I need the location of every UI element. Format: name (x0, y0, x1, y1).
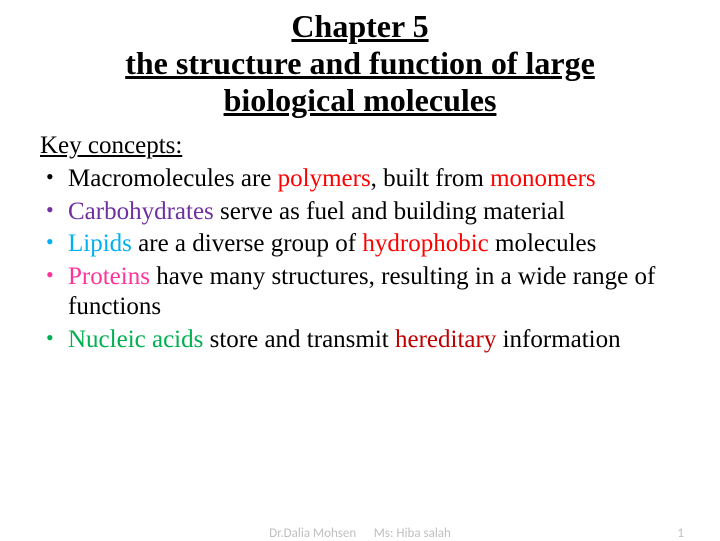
title-line-2: the structure and function of large (28, 45, 692, 82)
text-span: store and transmit (210, 326, 395, 353)
footer-author: Dr.Dalia Mohsen Ms: Hiba salah (269, 526, 451, 541)
footer-page-number: 1 (677, 526, 684, 541)
text-span: hereditary (395, 326, 503, 353)
text-span: hydrophobic (362, 230, 495, 257)
list-item: Nucleic acids store and transmit heredit… (46, 325, 692, 356)
title-line-3: biological molecules (28, 82, 692, 119)
text-span: Proteins (68, 263, 156, 290)
title-line-1: Chapter 5 (28, 8, 692, 45)
text-span: are a diverse group of (138, 230, 362, 257)
list-item: Macromolecules are polymers, built from … (46, 164, 692, 195)
text-span: monomers (490, 165, 596, 192)
list-item: Proteins have many structures, resulting… (46, 262, 692, 323)
key-concepts-heading: Key concepts: (40, 132, 692, 160)
text-span: serve as fuel and building material (220, 198, 565, 225)
text-span: polymers (278, 165, 371, 192)
text-span: Macromolecules are (68, 165, 278, 192)
text-span: Carbohydrates (68, 198, 220, 225)
text-span: molecules (495, 230, 596, 257)
list-item: Lipids are a diverse group of hydrophobi… (46, 229, 692, 260)
text-span: Nucleic acids (68, 326, 210, 353)
concepts-list: Macromolecules are polymers, built from … (28, 164, 692, 355)
list-item: Carbohydrates serve as fuel and building… (46, 197, 692, 228)
text-span: Lipids (68, 230, 138, 257)
text-span: , built from (371, 165, 490, 192)
slide: Chapter 5 the structure and function of … (0, 0, 720, 540)
text-span: information (503, 326, 621, 353)
slide-title: Chapter 5 the structure and function of … (28, 8, 692, 118)
text-span: have many structures, resulting in a wid… (68, 263, 655, 321)
